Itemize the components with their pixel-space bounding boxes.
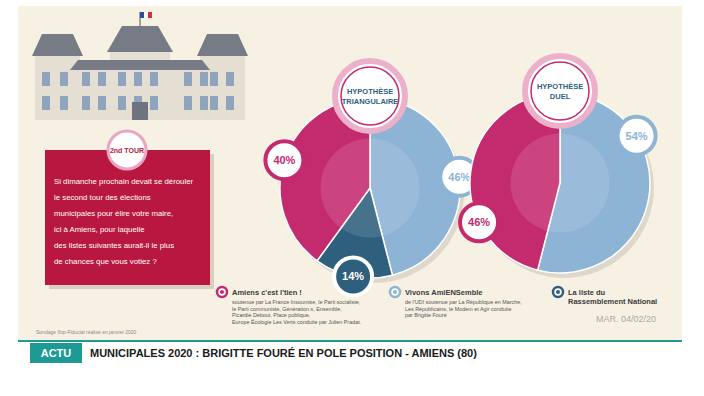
- legend-marker-dot: [220, 290, 224, 294]
- legend-marker: [217, 287, 227, 297]
- building-pavilion: [35, 55, 80, 120]
- building-window: [150, 96, 158, 110]
- data-label: 40%: [265, 141, 303, 179]
- building-roof: [197, 34, 248, 56]
- banner-tag: ACTU: [41, 347, 72, 359]
- flag: [148, 12, 152, 18]
- question-badge: [108, 131, 146, 169]
- building-window: [184, 96, 192, 110]
- data-label: 46%: [460, 203, 498, 241]
- building-roof: [32, 34, 83, 56]
- legend-detail: le Parti communiste, Génération.s, Ensem…: [232, 306, 342, 312]
- flag: [144, 12, 148, 18]
- building-window: [118, 96, 126, 110]
- building-window: [150, 72, 158, 86]
- building-window: [98, 96, 106, 110]
- question-line: municipales pour élire votre maire,: [54, 209, 173, 218]
- question-line: de chances que vous votiez ?: [54, 257, 157, 266]
- source: Sondage Ifop-Fiducial réalisé en janvier…: [36, 329, 137, 335]
- pie-chart: HYPOTHÈSEDUEL 54% 46%: [460, 56, 656, 278]
- data-label: 14%: [334, 257, 372, 295]
- pie-chart: HYPOTHÈSETRIANGULAIRE 46% 14% 40%: [265, 61, 478, 295]
- building-window: [200, 72, 208, 86]
- date-stamp: MAR. 04/02/20: [596, 314, 656, 324]
- infographic-background: [18, 6, 682, 340]
- flag: [140, 12, 144, 18]
- pie-header-ring: [525, 56, 595, 126]
- building-roof: [107, 26, 173, 52]
- legend-marker: [390, 287, 400, 297]
- building-window: [82, 72, 90, 86]
- building-window: [134, 72, 142, 86]
- building-window: [226, 72, 234, 86]
- data-label-text: 46%: [448, 171, 470, 183]
- question-badge-text: 2nd TOUR: [110, 147, 144, 154]
- legend-name: Vivons AmiENSemble: [405, 288, 483, 297]
- building: [32, 12, 248, 120]
- building-window: [210, 72, 218, 86]
- legend-detail: de l'UDI soutenue par La République en M…: [405, 299, 522, 305]
- legend-marker-dot: [393, 290, 397, 294]
- pie-header: HYPOTHÈSEDUEL: [525, 56, 595, 126]
- building-pavilion: [200, 55, 245, 120]
- data-label-text: 46%: [468, 216, 490, 228]
- frame: [0, 0, 704, 396]
- pie-header-circle: [341, 67, 399, 125]
- building-window: [82, 96, 90, 110]
- building-window: [226, 96, 234, 110]
- pie-header: HYPOTHÈSETRIANGULAIRE: [335, 61, 405, 131]
- pie-header-ring: [335, 61, 405, 131]
- building-window: [210, 96, 218, 110]
- legend-detail: Les Républicains, le Modem et Agir condu…: [405, 306, 511, 312]
- building-window: [98, 72, 106, 86]
- pie-header-circle: [531, 62, 589, 120]
- legend-detail: par Brigitte Fouré: [405, 312, 447, 318]
- building-window: [42, 72, 50, 86]
- building-door: [132, 102, 148, 120]
- banner-tag-box: [30, 343, 82, 363]
- legend-detail: Europe Écologie Les Verts conduite par J…: [232, 319, 361, 325]
- data-label-text: 54%: [626, 130, 648, 142]
- building-window: [42, 96, 50, 110]
- building-window: [60, 72, 68, 86]
- pie-title: HYPOTHÈSETRIANGULAIRE: [342, 87, 399, 106]
- pie-title: HYPOTHÈSEDUEL: [537, 82, 583, 101]
- data-label-bubble: [334, 257, 372, 295]
- question-line: Si dimanche prochain devait se dérouler: [54, 177, 194, 186]
- legend-entry: Vivons AmiENSemble de l'UDI soutenue par …: [390, 287, 522, 318]
- pie-highlight: [511, 134, 610, 233]
- data-label-text: 40%: [273, 154, 295, 166]
- legend-marker: [553, 287, 563, 297]
- banner-title: MUNICIPALES 2020 : BRIGITTE FOURÉ EN POL…: [90, 347, 477, 359]
- data-label: 54%: [618, 117, 656, 155]
- legend-marker-dot: [556, 290, 560, 294]
- question-line: ici à Amiens, pour laquelle: [54, 225, 145, 234]
- data-label-bubble: [618, 117, 656, 155]
- legend-detail: Picardie Debout, Place publique,: [232, 312, 311, 318]
- banner-rule: [18, 340, 682, 342]
- legend-entry: Amiens c'est l'tien ! soutenue par La Fra…: [217, 287, 361, 325]
- pie-highlight: [321, 139, 420, 238]
- legend-entry: La liste duRassemblement National: [553, 287, 657, 306]
- question-line: le second tour des élections: [54, 193, 151, 202]
- legend-name: Amiens c'est l'tien !: [232, 288, 302, 297]
- data-label-text: 14%: [342, 270, 364, 282]
- building-window: [184, 72, 192, 86]
- building-window: [118, 72, 126, 86]
- building-window: [60, 96, 68, 110]
- legend-name: La liste duRassemblement National: [568, 288, 657, 306]
- page: 2nd TOUR Si dimanche prochain devait se d…: [0, 0, 704, 396]
- data-label-bubble: [265, 141, 303, 179]
- data-label-bubble: [460, 203, 498, 241]
- building-window: [200, 96, 208, 110]
- building-roof: [70, 60, 210, 70]
- legend-detail: soutenue par La France Insoumise, le Par…: [232, 299, 361, 305]
- question-line: des listes suivantes aurait-il le plus: [54, 241, 174, 250]
